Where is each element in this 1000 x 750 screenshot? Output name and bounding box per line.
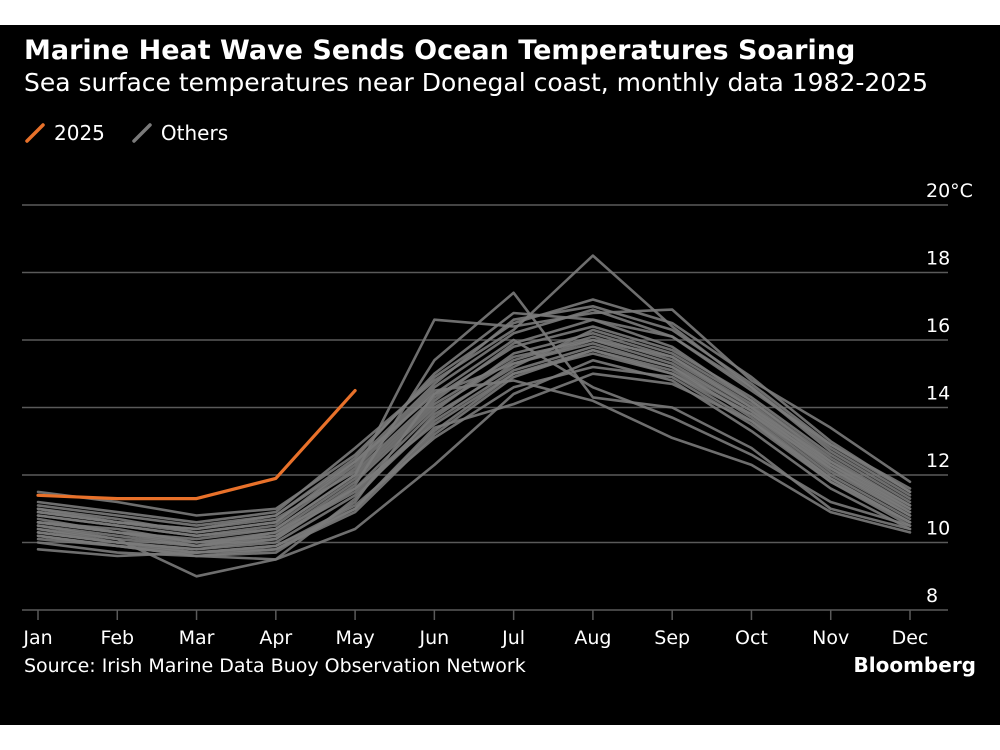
x-tick-label: Feb [100,627,134,649]
x-tick-label: Aug [574,627,611,649]
legend-item-2025: 2025 [24,121,105,145]
series-line-others [36,308,912,541]
x-tick-label: Dec [892,627,929,649]
x-tick-label: Mar [179,627,215,649]
legend-label-others: Others [160,121,229,145]
line-chart: 8 10 12 14 16 18 20°C Jan Feb Mar Apr May Jun Jul Aug S… [22,180,973,649]
series-line-others [36,338,912,534]
series-line-others [36,379,912,538]
x-tick-label: May [335,627,374,649]
x-tick-label: Oct [735,627,768,649]
legend-swatch-others [132,123,152,143]
source-note: Source: Irish Marine Data Buoy Observati… [24,655,526,677]
chart-legend: 2025 Others [24,120,254,146]
series-line-others [36,365,912,558]
x-tick-label: Jan [22,627,52,649]
y-tick-label: 18 [926,248,950,270]
legend-swatch-2025 [25,123,45,143]
series-line-others [36,305,912,527]
series-line-others [36,338,912,548]
y-tick-label: 14 [926,383,950,405]
brand-logo: Bloomberg [853,653,976,677]
x-tick-label: Jul [501,627,525,649]
x-tick-label: Sep [654,627,690,649]
series-line-others [36,348,912,544]
y-tick-label: 8 [926,585,938,607]
series-line-2025 [36,389,357,501]
x-tick-label: Apr [259,627,292,649]
y-tick-label: 12 [926,450,950,472]
others-series-group [36,254,912,578]
y-tick-label: 20°C [926,180,973,202]
y-tick-label: 10 [926,518,950,540]
series-line-others [36,311,912,531]
series-line-others [36,348,912,558]
x-tick-label: Nov [812,627,849,649]
x-tick-label: Jun [419,627,450,649]
y-tick-label: 16 [926,315,950,337]
chart-subtitle: Sea surface temperatures near Donegal co… [24,68,929,97]
legend-item-others: Others [131,121,228,145]
series-line-others [36,254,912,524]
series-line-others [36,291,912,551]
legend-label-2025: 2025 [54,121,105,145]
chart-title: Marine Heat Wave Sends Ocean Temperature… [24,35,856,66]
